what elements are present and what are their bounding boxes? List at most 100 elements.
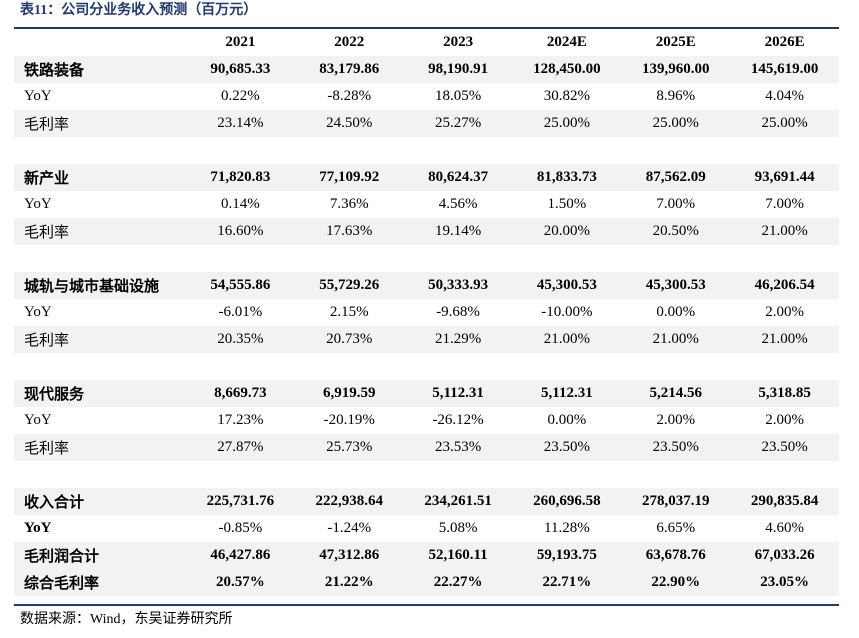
table-row: YoY -0.85% -1.24% 5.08% 11.28% 6.65% 4.60% <box>14 515 839 542</box>
value-cell: 21.29% <box>403 326 513 353</box>
value-cell: 139,960.00 <box>621 56 731 83</box>
value-cell: 46,427.86 <box>186 542 295 569</box>
value-cell: 67,033.26 <box>730 542 839 569</box>
value-cell: 45,300.53 <box>621 272 731 299</box>
table-top-rule <box>14 27 839 29</box>
header-cell: 2023 <box>443 34 474 50</box>
value-cell <box>186 245 295 272</box>
row-label: 铁路装备 <box>14 56 186 83</box>
value-cell: 0.14% <box>221 196 260 212</box>
value-cell <box>730 353 839 380</box>
value-cell: 25.73% <box>294 434 404 461</box>
value-cell: 21.22% <box>294 569 404 596</box>
value-cell: 8.96% <box>656 88 696 104</box>
value-cell: 21.00% <box>621 326 731 353</box>
value-cell: 5,214.56 <box>621 380 731 407</box>
value-cell: 5,318.85 <box>730 380 839 407</box>
value-cell: 225,731.76 <box>186 488 295 515</box>
value-cell: 290,835.84 <box>730 488 839 515</box>
value-cell <box>404 137 513 164</box>
value-cell: 24.50% <box>294 110 404 137</box>
value-cell: 128,450.00 <box>512 56 622 83</box>
value-cell: 0.22% <box>221 88 260 104</box>
value-cell: -6.01% <box>218 304 263 320</box>
value-cell: 90,685.33 <box>186 56 295 83</box>
value-cell <box>730 245 839 272</box>
value-cell: 63,678.76 <box>621 542 731 569</box>
value-cell: 20.35% <box>186 326 295 353</box>
value-cell: 222,938.64 <box>294 488 404 515</box>
value-cell: 7.00% <box>765 196 804 212</box>
value-cell: -20.19% <box>323 412 375 428</box>
source-note: 数据来源：Wind，东吴证券研究所 <box>20 612 233 627</box>
row-label: YoY <box>24 88 52 104</box>
value-cell: 21.00% <box>512 326 622 353</box>
value-cell: 21.00% <box>730 326 839 353</box>
value-cell: 59,193.75 <box>512 542 622 569</box>
row-label: 毛利率 <box>14 218 186 245</box>
value-cell: 25.00% <box>621 110 731 137</box>
value-cell: -1.24% <box>327 520 372 536</box>
header-cell: 2025E <box>655 34 696 50</box>
row-label: 毛利率 <box>14 434 186 461</box>
value-cell: 1.50% <box>547 196 587 212</box>
table-row: 毛利率 23.14% 24.50% 25.27% 25.00% 25.00% 25.00% <box>14 110 839 137</box>
value-cell: 17.63% <box>294 218 404 245</box>
table-row: 现代服务 8,669.73 6,919.59 5,112.31 5,112.31 5,21… <box>14 380 839 407</box>
value-cell: 22.71% <box>512 569 622 596</box>
value-cell: 23.14% <box>186 110 295 137</box>
table-row: 新产业 71,820.83 77,109.92 80,624.37 81,833.73 8… <box>14 164 839 191</box>
row-label <box>14 461 186 488</box>
value-cell <box>186 461 295 488</box>
table-row: 毛利率 27.87% 25.73% 23.53% 23.50% 23.50% 23.50% <box>14 434 839 461</box>
row-label: 毛利率 <box>14 110 186 137</box>
header-cell: 2022 <box>334 34 365 50</box>
table-row: YoY 17.23% -20.19% -26.12% 0.00% 2.00% 2.00% <box>14 407 839 434</box>
value-cell <box>621 137 730 164</box>
value-cell: 83,179.86 <box>294 56 404 83</box>
value-cell: 2.15% <box>329 304 369 320</box>
value-cell: 22.27% <box>403 569 513 596</box>
value-cell <box>295 461 404 488</box>
row-label: 新产业 <box>14 164 186 191</box>
value-cell: 23.05% <box>730 569 839 596</box>
value-cell: 54,555.86 <box>186 272 295 299</box>
value-cell <box>512 137 621 164</box>
table-bottom-rule <box>14 604 839 606</box>
value-cell: 30.82% <box>543 88 591 104</box>
value-cell: 5,112.31 <box>403 380 513 407</box>
value-cell: 7.00% <box>656 196 696 212</box>
value-cell: 2.00% <box>656 412 696 428</box>
table-row: YoY 0.22% -8.28% 18.05% 30.82% 8.96% 4.04% <box>14 83 839 110</box>
table-body: 铁路装备 90,685.33 83,179.86 98,190.91 128,450.0… <box>14 56 839 596</box>
value-cell <box>404 353 513 380</box>
value-cell: 98,190.91 <box>403 56 513 83</box>
table-title: 表11：公司分业务收入预测（百万元） <box>20 3 258 18</box>
value-cell: 25.00% <box>730 110 839 137</box>
row-label <box>14 353 186 380</box>
table-header-row: 2021 2022 2023 2024E 2025E 2026E <box>14 29 839 56</box>
value-cell: 8,669.73 <box>186 380 295 407</box>
value-cell <box>186 353 295 380</box>
value-cell: 80,624.37 <box>403 164 513 191</box>
value-cell: 17.23% <box>217 412 264 428</box>
value-cell <box>730 137 839 164</box>
row-label: YoY <box>24 412 52 428</box>
header-cell <box>14 29 186 56</box>
value-cell: 5.08% <box>438 520 478 536</box>
value-cell: -10.00% <box>541 304 593 320</box>
value-cell: -0.85% <box>218 520 263 536</box>
value-cell: 47,312.86 <box>294 542 404 569</box>
row-label: YoY <box>24 304 52 320</box>
value-cell: 87,562.09 <box>621 164 731 191</box>
table-row: 城轨与城市基础设施 54,555.86 55,729.26 50,333.93 45,3… <box>14 272 839 299</box>
value-cell <box>404 461 513 488</box>
value-cell: 23.50% <box>730 434 839 461</box>
row-label: 城轨与城市基础设施 <box>14 272 186 299</box>
value-cell: 4.56% <box>438 196 478 212</box>
value-cell: 260,696.58 <box>512 488 622 515</box>
spacer-row <box>14 137 839 164</box>
value-cell: 6.65% <box>656 520 696 536</box>
spacer-row <box>14 245 839 272</box>
table-row: 铁路装备 90,685.33 83,179.86 98,190.91 128,450.0… <box>14 56 839 83</box>
